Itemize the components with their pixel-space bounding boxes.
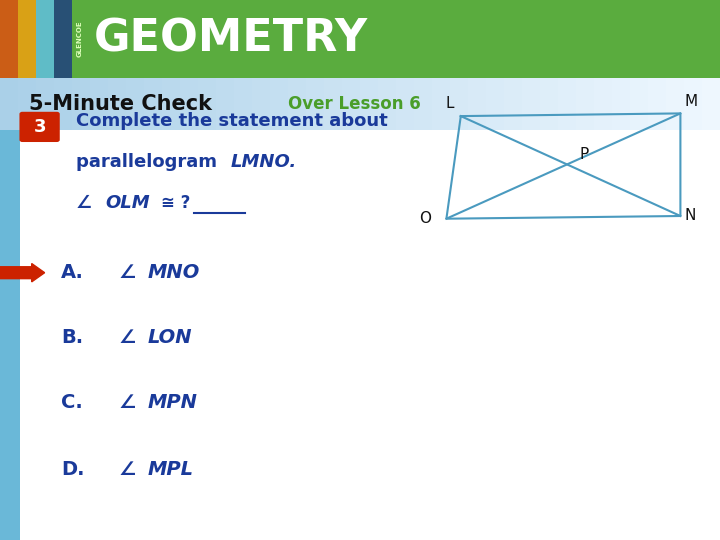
Bar (126, 78, 144, 130)
Text: ≅ ?: ≅ ? (161, 193, 190, 212)
Bar (90, 78, 108, 130)
Text: 3: 3 (33, 118, 46, 136)
Text: LON: LON (148, 328, 192, 347)
Bar (54, 78, 72, 130)
Text: A.: A. (61, 263, 84, 282)
Bar (630, 78, 648, 130)
Bar (162, 78, 180, 130)
Text: Over Lesson 6: Over Lesson 6 (288, 95, 420, 113)
Bar (594, 78, 612, 130)
Bar (702, 78, 720, 130)
Text: M: M (684, 93, 698, 109)
Text: ∠: ∠ (76, 193, 104, 212)
Text: L: L (446, 96, 454, 111)
Text: GEOMETRY: GEOMETRY (94, 18, 368, 60)
Text: P: P (579, 147, 588, 162)
Bar (270, 78, 288, 130)
Bar (522, 78, 540, 130)
Text: OLM: OLM (106, 193, 150, 212)
Bar (324, 78, 342, 130)
Text: B.: B. (61, 328, 84, 347)
Bar (684, 78, 702, 130)
FancyBboxPatch shape (19, 112, 60, 142)
Bar (450, 78, 468, 130)
Bar (180, 78, 198, 130)
Bar (558, 78, 576, 130)
Bar (0, 0, 18, 78)
Bar (36, 0, 54, 78)
Text: parallelogram: parallelogram (76, 153, 223, 171)
Bar (342, 78, 360, 130)
Bar (414, 78, 432, 130)
Bar (72, 78, 90, 130)
Bar (18, 78, 36, 130)
Bar (396, 78, 414, 130)
Text: MPL: MPL (148, 460, 194, 480)
Bar (378, 78, 396, 130)
Bar (54, 0, 72, 78)
Text: GLENCOE: GLENCOE (76, 21, 82, 57)
Text: MPN: MPN (148, 393, 197, 412)
Text: ∠: ∠ (119, 263, 136, 282)
Bar (468, 78, 486, 130)
Bar (306, 78, 324, 130)
Text: C.: C. (61, 393, 83, 412)
Bar (36, 78, 54, 130)
Bar (576, 78, 594, 130)
Bar (666, 78, 684, 130)
Bar (234, 78, 252, 130)
Bar (198, 78, 216, 130)
Text: O: O (419, 211, 431, 226)
Bar (486, 78, 504, 130)
Bar (0, 78, 18, 130)
Text: Complete the statement about: Complete the statement about (76, 112, 387, 131)
Bar (648, 78, 666, 130)
Bar (0, 130, 20, 540)
Bar (0, 130, 720, 540)
Bar (216, 78, 234, 130)
Text: 5-Minute Check: 5-Minute Check (29, 94, 212, 114)
Text: ∠: ∠ (119, 328, 136, 347)
Bar (144, 78, 162, 130)
Bar (540, 78, 558, 130)
Bar (0, 0, 720, 78)
Bar (360, 78, 378, 130)
Bar (18, 0, 36, 78)
Bar (504, 78, 522, 130)
Text: N: N (684, 208, 696, 224)
Text: ∠: ∠ (119, 393, 136, 412)
Text: MNO: MNO (148, 263, 200, 282)
FancyArrow shape (0, 264, 45, 282)
Bar (108, 78, 126, 130)
Bar (252, 78, 270, 130)
Text: D.: D. (61, 460, 85, 480)
Text: LMNO.: LMNO. (230, 153, 297, 171)
Bar (612, 78, 630, 130)
Bar (288, 78, 306, 130)
Bar (432, 78, 450, 130)
Text: ∠: ∠ (119, 460, 136, 480)
